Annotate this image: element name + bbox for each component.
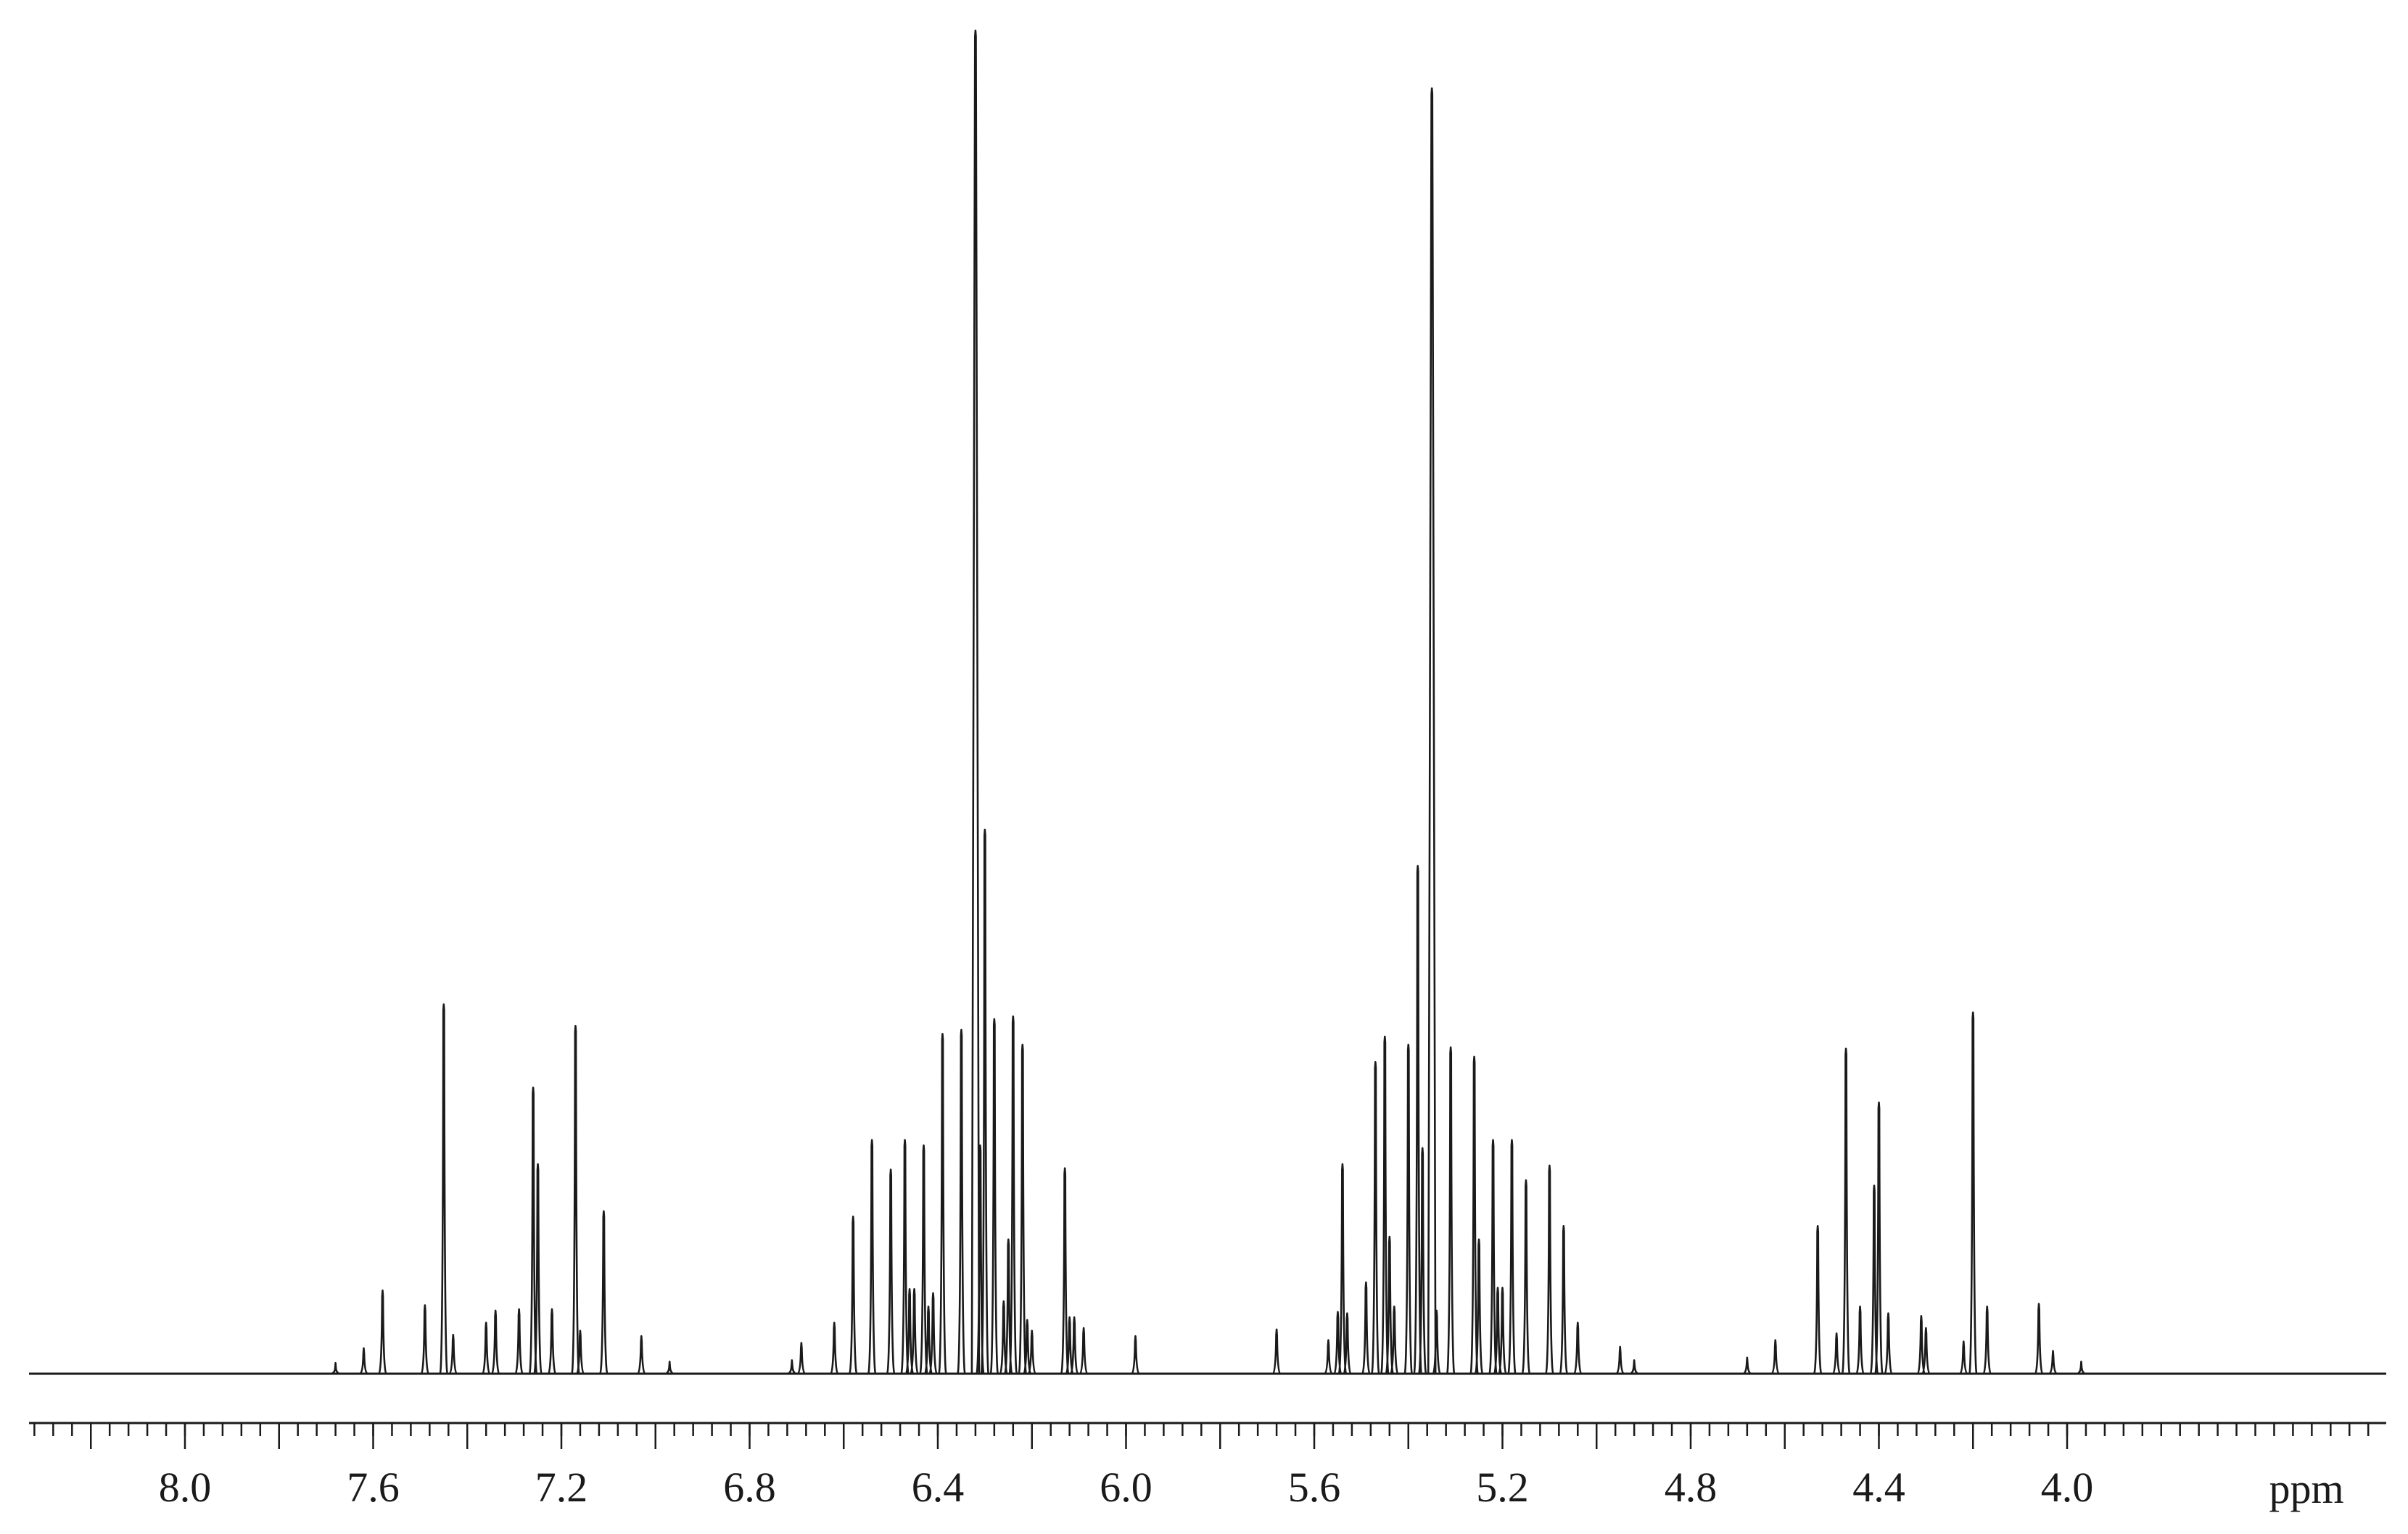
- spectrum-peak: [420, 1304, 429, 1375]
- x-axis-tick-label: 4.0: [2041, 1464, 2094, 1511]
- spectrum-peak: [448, 1333, 458, 1375]
- x-axis-tick-label: 5.6: [1288, 1464, 1341, 1511]
- spectrum-peak: [1884, 1312, 1893, 1375]
- spectrum-peak: [1008, 1015, 1018, 1375]
- spectrum-peak: [1324, 1339, 1333, 1375]
- spectrum-peak: [1770, 1339, 1780, 1375]
- x-axis-tick-label: 6.0: [1100, 1464, 1153, 1511]
- x-axis-label: ppm: [2269, 1465, 2343, 1512]
- spectrum-peak: [867, 1139, 877, 1375]
- spectrum-peak: [665, 1361, 674, 1375]
- spectrum-peak: [1417, 1147, 1427, 1375]
- spectrum-peak: [1413, 865, 1423, 1375]
- x-axis-ticks: [33, 1423, 2370, 1449]
- spectrum-peak: [886, 1168, 896, 1375]
- spectrum-peak: [1573, 1321, 1583, 1375]
- spectrum-peak: [1060, 1167, 1070, 1375]
- spectrum-peak: [1469, 1055, 1479, 1375]
- spectrum-peak: [2048, 1350, 2058, 1375]
- spectrum-peak: [439, 1003, 449, 1375]
- spectrum-peak: [599, 1210, 609, 1375]
- spectrum-peak: [1615, 1345, 1625, 1375]
- spectrum-peak: [1446, 1046, 1456, 1375]
- spectrum-peak: [547, 1308, 557, 1375]
- spectrum-peak: [1361, 1281, 1371, 1375]
- spectrum-peak: [1968, 1011, 1978, 1375]
- spectrum-peak: [980, 828, 990, 1375]
- spectrum-peak: [1982, 1306, 1992, 1375]
- spectrum-peak: [528, 1086, 538, 1375]
- x-axis-tick-label: 4.4: [1852, 1464, 1905, 1511]
- spectrum-peak: [830, 1321, 839, 1375]
- spectrum-peak: [938, 1033, 947, 1375]
- spectrum-peak: [1874, 1101, 1884, 1375]
- spectrum-peak: [788, 1359, 796, 1375]
- spectrum-peak: [533, 1163, 543, 1375]
- spectrum-peak: [1390, 1306, 1399, 1375]
- spectrum-peak: [1832, 1332, 1842, 1375]
- spectrum-peak: [796, 1342, 806, 1375]
- spectrum-peak: [1432, 1309, 1441, 1375]
- spectrum-peak: [575, 1329, 585, 1375]
- spectrum-peak: [1337, 1163, 1348, 1375]
- spectrum-peak: [957, 1028, 966, 1375]
- spectrum-peak: [1070, 1316, 1079, 1375]
- spectrum-peak: [1027, 1329, 1036, 1375]
- spectrum-peak: [1743, 1356, 1752, 1375]
- spectrum-peak: [1507, 1139, 1517, 1375]
- spectrum-peak: [571, 1025, 580, 1375]
- spectrum-peak: [1488, 1139, 1498, 1375]
- spectrum-peak: [1841, 1047, 1851, 1375]
- spectrum-peak: [378, 1289, 387, 1375]
- spectrum-peak: [1855, 1306, 1865, 1375]
- spectrum-peak: [1521, 1179, 1531, 1375]
- spectrum-peak: [910, 1288, 919, 1375]
- spectrum-peak: [1018, 1043, 1028, 1375]
- x-axis-tick-labels: 8.0 7.6 7.2 6.8 6.4 6.0 5.6 5.2 4.8 4.4 4.0: [159, 1464, 2094, 1511]
- x-axis-tick-label: 6.8: [723, 1464, 776, 1511]
- spectrum-peak: [2077, 1361, 2086, 1375]
- x-axis-tick-label: 4.8: [1665, 1464, 1718, 1511]
- x-axis-tick-label: 8.0: [159, 1464, 212, 1511]
- spectrum-peak: [1380, 1035, 1390, 1375]
- spectrum-peak: [1272, 1328, 1282, 1375]
- spectrum-peak: [1385, 1235, 1395, 1375]
- spectrum-peak: [482, 1321, 491, 1375]
- x-axis-tick-label: 7.2: [535, 1464, 588, 1511]
- spectrum-peak: [1630, 1359, 1638, 1375]
- spectrum-peak: [1545, 1164, 1554, 1375]
- x-axis-tick-label: 5.2: [1476, 1464, 1529, 1511]
- spectrum-peak: [1079, 1327, 1089, 1375]
- spectrum-peak: [919, 1144, 928, 1375]
- spectrum-peak: [1343, 1312, 1352, 1375]
- spectrum-peak: [848, 1216, 858, 1375]
- spectrum-peak: [1959, 1340, 1968, 1375]
- spectrum-peak: [1131, 1335, 1140, 1375]
- spectrum-peak: [989, 1018, 999, 1375]
- spectrum-peak: [359, 1347, 368, 1375]
- spectrum-peak: [331, 1361, 340, 1375]
- spectrum-peak: [514, 1308, 524, 1375]
- spectrum-peak: [1921, 1327, 1931, 1375]
- spectrum-peak: [1371, 1061, 1380, 1375]
- spectrum-peak: [900, 1139, 910, 1375]
- spectrum-peak: [1559, 1224, 1569, 1375]
- spectrum-peak: [1498, 1287, 1507, 1375]
- spectrum-peak: [928, 1292, 938, 1375]
- spectrum-peak: [637, 1335, 646, 1375]
- spectrum-peak: [1474, 1238, 1484, 1375]
- x-axis-tick-label: 7.6: [347, 1464, 400, 1511]
- spectrum-peak: [1403, 1043, 1414, 1375]
- spectrum-peak: [491, 1309, 500, 1375]
- spectrum-peak: [1813, 1224, 1823, 1375]
- spectrum-peak: [2034, 1303, 2044, 1375]
- x-axis-tick-label: 6.4: [912, 1464, 965, 1511]
